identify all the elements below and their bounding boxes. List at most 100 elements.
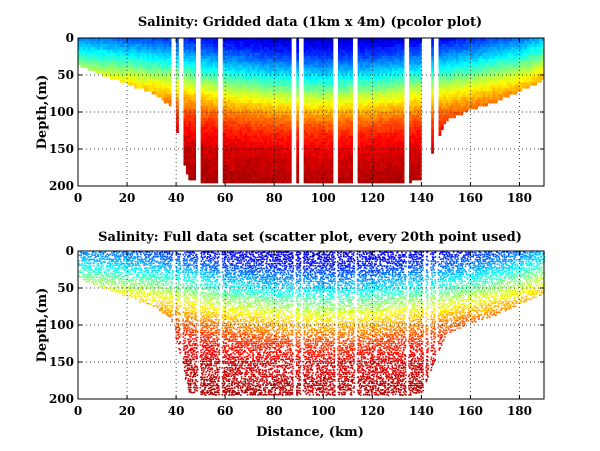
heatmap-cell	[286, 47, 289, 50]
heatmap-cell	[318, 115, 321, 118]
heatmap-cell	[210, 139, 213, 142]
heatmap-cell	[372, 50, 375, 53]
heatmap-cell	[360, 115, 363, 118]
heatmap-cell	[130, 65, 133, 68]
heatmap-cell	[252, 59, 255, 62]
heatmap-cell	[370, 153, 373, 156]
heatmap-cell	[188, 59, 191, 62]
heatmap-cell	[340, 139, 343, 142]
heatmap-cell	[186, 53, 189, 56]
heatmap-cell	[215, 68, 218, 71]
heatmap-cell	[186, 100, 189, 103]
heatmap-cell	[188, 65, 191, 68]
heatmap-cell	[183, 115, 186, 118]
heatmap-cell	[213, 100, 216, 103]
heatmap-cell	[235, 139, 238, 142]
heatmap-cell	[127, 74, 130, 77]
heatmap-cell	[210, 165, 213, 168]
heatmap-cell	[269, 177, 272, 180]
heatmap-cell	[257, 82, 260, 85]
heatmap-cell	[360, 97, 363, 100]
heatmap-cell	[215, 74, 218, 77]
heatmap-cell	[240, 115, 243, 118]
heatmap-cell	[282, 65, 285, 68]
heatmap-cell	[186, 62, 189, 65]
heatmap-cell	[228, 171, 231, 174]
heatmap-cell	[328, 165, 331, 168]
heatmap-cell	[370, 139, 373, 142]
heatmap-cell	[225, 56, 228, 59]
heatmap-cell	[286, 139, 289, 142]
heatmap-cell	[279, 171, 282, 174]
heatmap-cell	[152, 88, 155, 91]
heatmap-cell	[250, 103, 253, 106]
heatmap-cell	[169, 50, 172, 53]
heatmap-cell	[208, 159, 211, 162]
heatmap-cell	[277, 100, 280, 103]
heatmap-cell	[365, 118, 368, 121]
heatmap-cell	[206, 130, 209, 133]
heatmap-cell	[203, 139, 206, 142]
heatmap-cell	[304, 159, 307, 162]
heatmap-cell	[122, 56, 125, 59]
heatmap-cell	[262, 133, 265, 136]
heatmap-cell	[127, 59, 130, 62]
heatmap-cell	[311, 97, 314, 100]
heatmap-cell	[247, 115, 250, 118]
heatmap-cell	[206, 50, 209, 53]
heatmap-cell	[306, 88, 309, 91]
heatmap-cell	[304, 53, 307, 56]
heatmap-cell	[225, 124, 228, 127]
heatmap-cell	[375, 56, 378, 59]
heatmap-cell	[262, 168, 265, 171]
heatmap-cell	[267, 159, 270, 162]
heatmap-cell	[188, 50, 191, 53]
heatmap-cell	[267, 100, 270, 103]
heatmap-cell	[365, 130, 368, 133]
heatmap-cell	[247, 159, 250, 162]
heatmap-cell	[154, 53, 157, 56]
heatmap-cell	[363, 56, 366, 59]
heatmap-cell	[215, 177, 218, 180]
heatmap-cell	[360, 79, 363, 82]
heatmap-cell	[269, 85, 272, 88]
heatmap-cell	[240, 47, 243, 50]
heatmap-cell	[279, 142, 282, 145]
heatmap-cell	[210, 171, 213, 174]
heatmap-cell	[279, 153, 282, 156]
heatmap-cell	[225, 150, 228, 153]
heatmap-cell	[311, 156, 314, 159]
heatmap-cell	[255, 159, 258, 162]
heatmap-cell	[313, 59, 316, 62]
heatmap-cell	[257, 62, 260, 65]
heatmap-cell	[326, 142, 329, 145]
heatmap-cell	[120, 44, 123, 47]
heatmap-cell	[309, 162, 312, 165]
heatmap-cell	[296, 91, 299, 94]
heatmap-cell	[203, 118, 206, 121]
heatmap-cell	[215, 59, 218, 62]
heatmap-cell	[282, 85, 285, 88]
heatmap-cell	[230, 97, 233, 100]
heatmap-cell	[240, 68, 243, 71]
heatmap-cell	[183, 82, 186, 85]
heatmap-cell	[262, 65, 265, 68]
heatmap-cell	[183, 91, 186, 94]
heatmap-cell	[309, 156, 312, 159]
heatmap-cell	[367, 150, 370, 153]
heatmap-cell	[193, 88, 196, 91]
heatmap-cell	[80, 53, 83, 56]
heatmap-cell	[230, 106, 233, 109]
heatmap-cell	[203, 74, 206, 77]
heatmap-cell	[338, 56, 341, 59]
heatmap-cell	[191, 145, 194, 148]
heatmap-cell	[286, 174, 289, 177]
heatmap-cell	[201, 112, 204, 115]
heatmap-cell	[201, 171, 204, 174]
heatmap-cell	[363, 133, 366, 136]
heatmap-cell	[372, 168, 375, 171]
heatmap-cell	[159, 47, 162, 50]
heatmap-cell	[350, 53, 353, 56]
heatmap-cell	[304, 47, 307, 50]
heatmap-cell	[242, 153, 245, 156]
